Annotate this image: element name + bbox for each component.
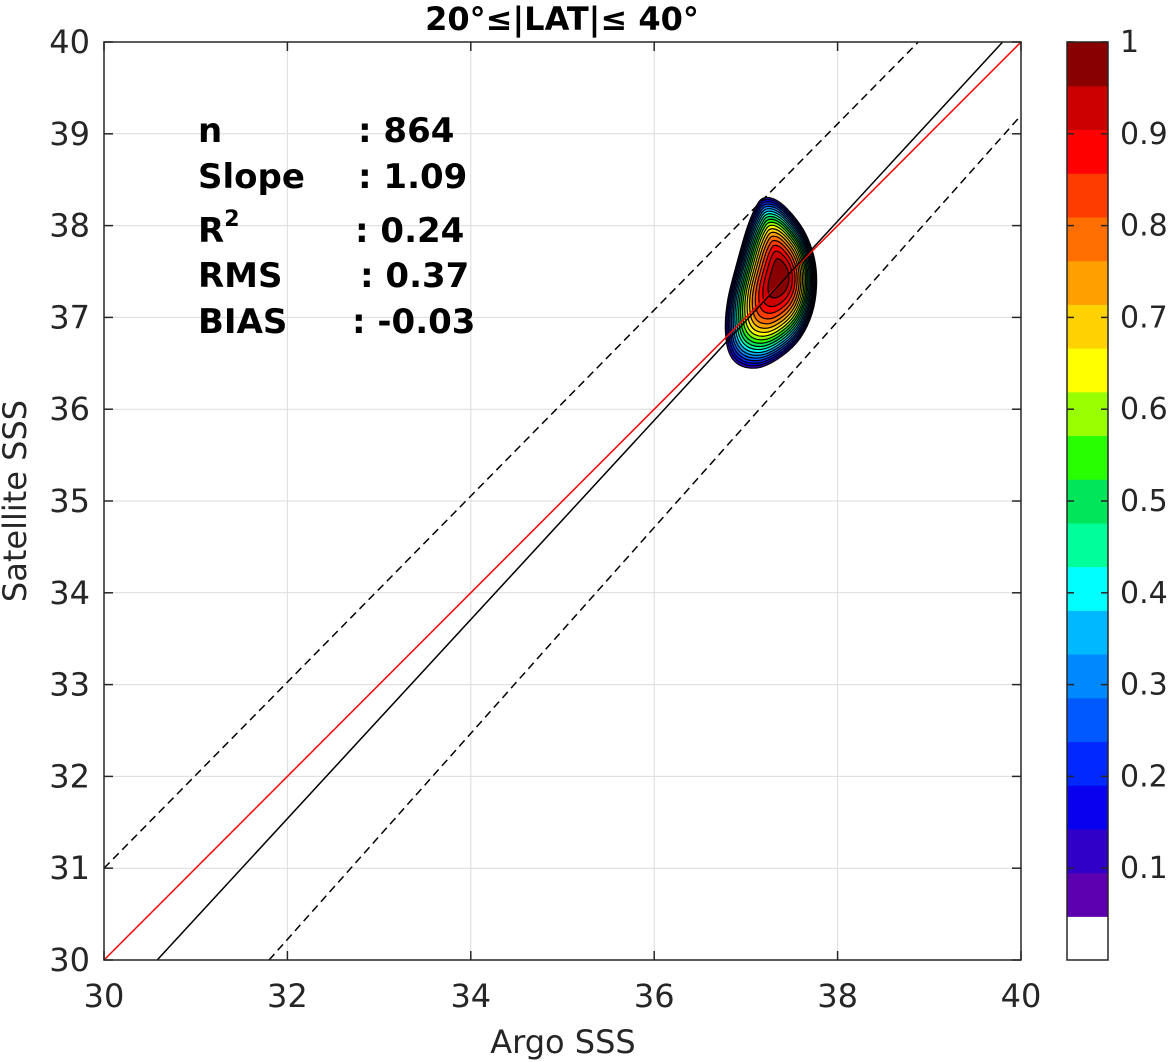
upper-bound-dashed-line — [104, 42, 919, 869]
stats-box: n : 864 Slope : 1.09 R2 : 0.24 RMS : 0.3… — [198, 111, 475, 342]
colorbar-segment — [1067, 654, 1108, 699]
colorbar-segment — [1067, 348, 1108, 393]
colorbar-tick-label: 0.1 — [1120, 851, 1168, 886]
x-axis-label: Argo SSS — [490, 1023, 635, 1061]
colorbar-segment — [1067, 129, 1108, 174]
y-tick-label: 32 — [49, 757, 90, 795]
colorbar-tick-label: 0.3 — [1120, 668, 1168, 703]
colorbar-tick-label: 0.4 — [1120, 576, 1168, 611]
colorbar-tick-label: 0.8 — [1120, 209, 1168, 244]
y-tick-label: 31 — [49, 849, 90, 887]
grid — [103, 41, 1022, 961]
colorbar-segment — [1067, 435, 1108, 480]
colorbar-tick-label: 0.6 — [1120, 392, 1168, 427]
colorbar-segment — [1067, 566, 1108, 611]
colorbar-segment — [1067, 85, 1108, 131]
colorbar-tick-label: 0.9 — [1120, 117, 1168, 152]
stat-bias-label: BIAS — [198, 302, 287, 342]
colorbar: 0.1 0.2 0.3 0.4 0.5 0.6 0.7 0.8 0.9 1 — [1066, 25, 1168, 961]
x-tick-label: 38 — [817, 977, 858, 1015]
x-tick-label: 30 — [84, 977, 125, 1015]
colorbar-tick-label: 0.2 — [1120, 759, 1168, 794]
colorbar-segment — [1067, 391, 1108, 437]
colorbar-segment — [1067, 610, 1108, 655]
x-tick-label: 36 — [634, 977, 675, 1015]
colorbar-segment — [1067, 216, 1108, 262]
colorbar-segment — [1067, 42, 1108, 87]
colorbar-tick-label: 0.7 — [1120, 300, 1168, 335]
stat-slope-label: Slope — [198, 157, 305, 197]
stat-rms-label: RMS — [198, 256, 283, 296]
colorbar-segment — [1067, 741, 1108, 786]
colorbar-segment — [1067, 260, 1108, 305]
colorbar-tick-label: 1 — [1120, 25, 1139, 60]
colorbar-segment — [1067, 173, 1108, 218]
y-tick-label: 33 — [49, 666, 90, 704]
y-tick-label: 39 — [49, 115, 90, 153]
stat-r2-label: R2 — [198, 207, 240, 251]
stat-r2-letter: R — [198, 211, 224, 251]
y-axis-label: Satellite SSS — [0, 400, 34, 602]
x-tick-label: 40 — [1001, 977, 1042, 1015]
y-tick-label: 36 — [49, 390, 90, 428]
density-contours — [724, 196, 818, 369]
reference-lines — [104, 42, 1021, 960]
stat-rms-value: : 0.37 — [360, 256, 469, 296]
stat-n-value: : 864 — [358, 111, 454, 151]
colorbar-segment — [1067, 872, 1108, 917]
colorbar-segment — [1067, 697, 1108, 743]
colorbar-segment — [1067, 304, 1108, 349]
x-tick-label: 32 — [267, 977, 308, 1015]
y-tick-label: 30 — [49, 941, 90, 979]
stat-slope-value: : 1.09 — [358, 157, 467, 197]
y-tick-label: 38 — [49, 207, 90, 245]
stat-r2-value: : 0.24 — [355, 211, 464, 251]
y-tick-label: 34 — [49, 574, 90, 612]
stat-n-label: n — [198, 111, 222, 151]
chart-title: 20°≤|LAT|≤ 40° — [425, 0, 699, 39]
one-to-one-line — [104, 42, 1021, 960]
stat-r2-superscript: 2 — [224, 207, 239, 232]
axis-ticks: 30 32 34 36 38 40 30 31 32 33 34 35 36 37 38 39 40 — [49, 23, 1041, 1015]
colorbar-segment — [1067, 916, 1108, 961]
y-tick-label: 37 — [49, 298, 90, 336]
colorbar-segment — [1067, 785, 1108, 830]
density-contour-level — [767, 258, 790, 299]
colorbar-segment — [1067, 522, 1108, 568]
regression-line — [156, 42, 1004, 960]
colorbar-tick-label: 0.5 — [1120, 484, 1168, 519]
y-tick-label: 35 — [49, 482, 90, 520]
lower-bound-dashed-line — [268, 114, 1021, 960]
y-tick-label: 40 — [49, 23, 90, 61]
colorbar-segment — [1067, 828, 1108, 874]
stat-bias-value: : -0.03 — [352, 302, 475, 342]
x-tick-label: 34 — [450, 977, 491, 1015]
